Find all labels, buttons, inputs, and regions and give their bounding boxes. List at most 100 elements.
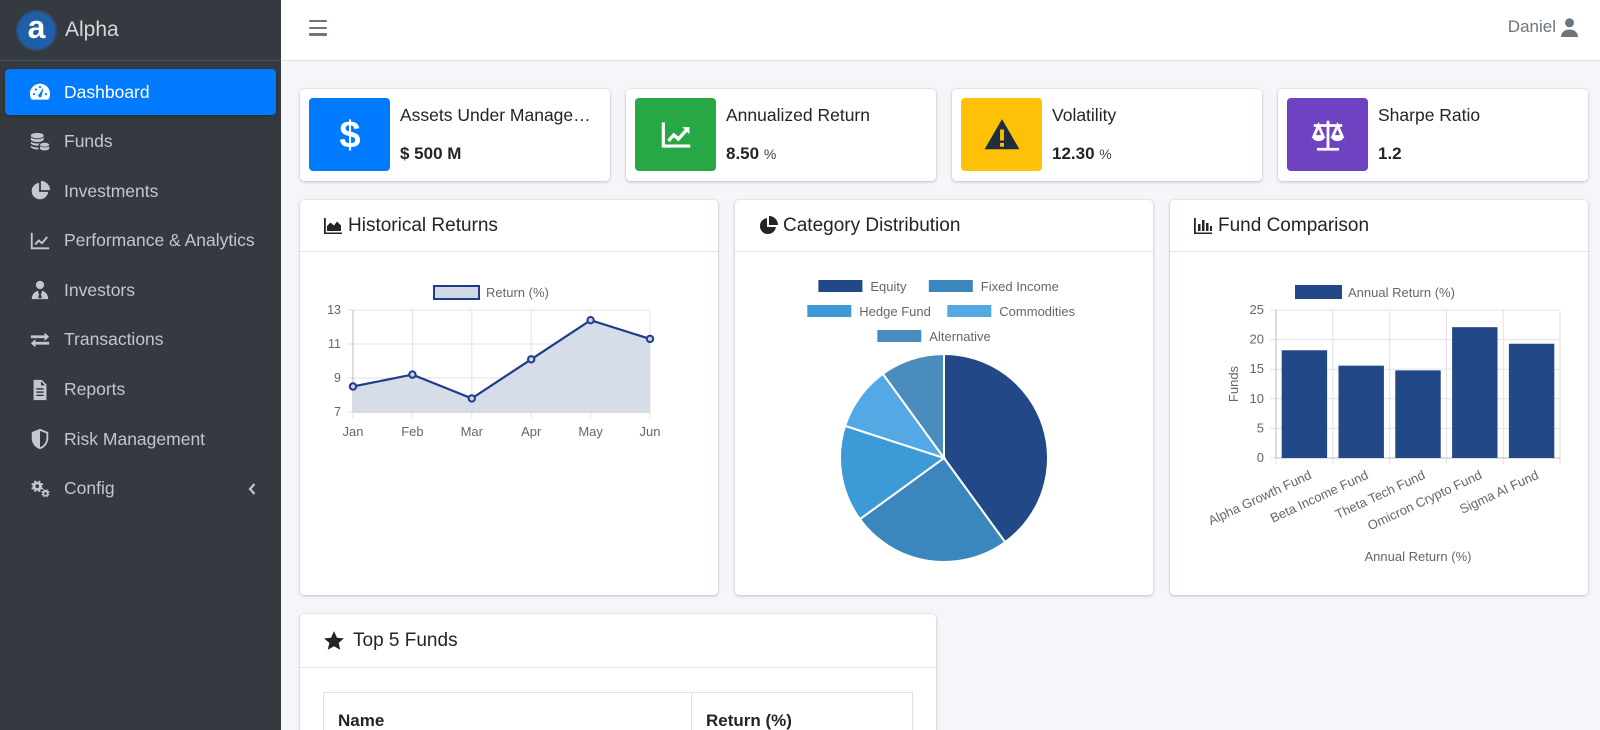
info-box-aum: $ Assets Under Manage… $ 500 M: [300, 89, 610, 181]
user-menu[interactable]: Daniel: [1508, 17, 1578, 37]
sidebar-item-reports[interactable]: Reports: [5, 367, 276, 413]
user-tie-icon: [27, 279, 53, 301]
info-box-label: Sharpe Ratio: [1378, 105, 1481, 125]
bar: [1508, 343, 1555, 458]
info-box-volatility: Volatility 12.30 %: [952, 89, 1262, 181]
sidebar-item-investors[interactable]: Investors: [5, 267, 276, 313]
card-header: Top 5 Funds: [300, 614, 936, 668]
user-icon: [1561, 17, 1578, 37]
info-box-annualized-return: Annualized Return 8.50 %: [626, 89, 936, 181]
bar: [1452, 327, 1498, 458]
info-box-value: 8.50 %: [726, 144, 777, 163]
sidebar-item-label: Investments: [64, 180, 159, 201]
y-tick-label: 20: [1250, 332, 1264, 347]
brand-link[interactable]: a Alpha: [0, 0, 281, 61]
tachometer-icon: [27, 81, 53, 103]
x-axis-label: Annual Return (%): [1365, 549, 1472, 564]
y-tick-label: 25: [1250, 302, 1264, 317]
x-tick-label: Jan: [343, 424, 364, 439]
topbar: Daniel: [281, 0, 1600, 61]
info-box-label: Annualized Return: [726, 105, 870, 125]
data-point: [527, 355, 536, 364]
legend-swatch: [947, 305, 992, 317]
card-header: Historical Returns: [300, 200, 718, 252]
sidebar-item-dashboard[interactable]: Dashboard: [5, 69, 276, 115]
x-tick-label: Beta Income Fund: [1268, 467, 1371, 525]
sidebar-item-label: Performance & Analytics: [64, 230, 255, 251]
card-title: Fund Comparison: [1218, 214, 1370, 236]
pie-slice: [858, 456, 1007, 563]
info-box-sharpe-ratio: Sharpe Ratio 1.2: [1278, 89, 1588, 181]
card-header: Fund Comparison: [1170, 200, 1588, 252]
sidebar-item-label: Dashboard: [64, 81, 150, 102]
pie-chart-icon: [759, 215, 778, 234]
dollar-icon: $: [309, 98, 390, 171]
card-title: Top 5 Funds: [353, 629, 458, 651]
exchange-icon: [27, 329, 53, 351]
sidebar-item-performance[interactable]: Performance & Analytics: [5, 218, 276, 264]
menu-toggle-icon[interactable]: [309, 20, 327, 36]
balance-scale-icon: [1287, 98, 1368, 171]
category-distribution-chart: Equity Fixed Income Hedge Fund Commodities A…: [807, 279, 1076, 563]
bar-chart-icon: [1194, 217, 1212, 234]
sidebar-item-risk-management[interactable]: Risk Management: [5, 416, 276, 462]
cogs-icon: [27, 478, 53, 500]
top-funds-table: Name Return (%): [323, 692, 913, 730]
y-tick-label: 11: [328, 337, 341, 351]
table-header-return[interactable]: Return (%): [691, 692, 913, 730]
data-point: [408, 370, 417, 379]
svg-text:$: $: [339, 116, 360, 154]
y-axis-label: Funds: [1226, 365, 1241, 402]
pie-slice: [881, 352, 945, 462]
legend-swatch: [818, 280, 863, 292]
bar: [1338, 365, 1384, 458]
legend-label: Hedge Fund: [859, 304, 931, 319]
card-header: Category Distribution: [735, 200, 1153, 252]
coins-icon: [27, 131, 53, 153]
line-chart-icon: [27, 230, 53, 252]
user-name: Daniel: [1507, 17, 1556, 36]
sidebar-item-investments[interactable]: Investments: [5, 168, 276, 214]
file-alt-icon: [27, 379, 53, 401]
legend-swatch: [433, 285, 480, 300]
historical-returns-chart: Return (%) 7 9 11 13 Jan Feb Mar Apr May Jun: [327, 285, 660, 439]
data-point: [348, 382, 358, 391]
area-chart-icon: [324, 217, 342, 234]
legend-label: Alternative: [929, 329, 990, 344]
table-header-row: Name Return (%): [323, 692, 913, 730]
sidebar-item-transactions[interactable]: Transactions: [5, 317, 276, 363]
brand-name: Alpha: [65, 18, 119, 41]
info-box-value: 1.2: [1378, 144, 1402, 163]
x-tick-label: Apr: [521, 424, 542, 439]
data-point: [586, 316, 595, 325]
legend-swatch: [877, 330, 922, 342]
star-icon: [324, 630, 344, 650]
x-tick-label: Feb: [401, 424, 423, 439]
chevron-left-icon: [248, 483, 256, 495]
card-historical-returns: Historical Returns Return (%) 7 9 11 13 Jan Fe…: [300, 200, 718, 595]
card-fund-comparison: Fund Comparison Annual Return (%) 0 5 10 15 2…: [1170, 200, 1588, 595]
bar: [1281, 350, 1328, 458]
sidebar-item-config[interactable]: Config: [5, 466, 276, 512]
legend-label: Fixed Income: [981, 279, 1059, 294]
y-tick-label: 15: [1250, 361, 1264, 376]
sidebar-item-label: Reports: [64, 379, 126, 400]
brand-logo: a: [18, 11, 55, 49]
info-box-value: $ 500 M: [400, 144, 462, 163]
card-title: Historical Returns: [348, 214, 498, 236]
info-box-value: 12.30 %: [1052, 144, 1112, 163]
pie-slice: [943, 352, 1049, 544]
data-point: [467, 394, 477, 403]
sidebar: a Alpha Dashboard Funds Investments Per: [0, 0, 281, 730]
y-tick-label: 5: [1257, 420, 1264, 435]
sidebar-item-label: Funds: [64, 131, 113, 152]
table-header-name[interactable]: Name: [323, 692, 692, 730]
legend-label: Commodities: [999, 304, 1075, 319]
x-tick-label: Mar: [461, 424, 484, 439]
card-top-5-funds: Top 5 Funds Name Return (%): [300, 614, 936, 730]
sidebar-item-funds[interactable]: Funds: [5, 119, 276, 165]
series-line: [352, 318, 651, 400]
sidebar-item-label: Investors: [64, 279, 135, 300]
shield-icon: [27, 428, 53, 450]
y-tick-label: 7: [334, 405, 341, 419]
